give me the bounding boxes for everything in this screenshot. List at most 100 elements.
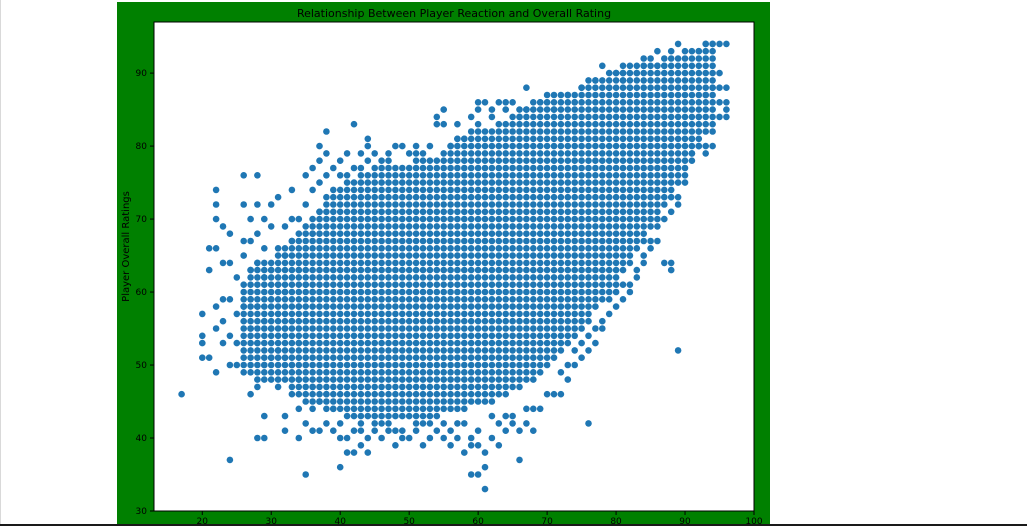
data-point — [661, 128, 668, 135]
data-point — [433, 252, 441, 259]
data-point — [599, 245, 606, 252]
data-point — [550, 99, 558, 106]
data-point — [281, 369, 289, 376]
data-point — [530, 361, 537, 369]
data-point — [399, 172, 406, 179]
data-point — [323, 245, 330, 252]
data-point — [523, 128, 530, 135]
data-point — [502, 361, 510, 369]
data-point — [336, 383, 344, 391]
data-point — [412, 201, 420, 208]
data-point — [330, 201, 337, 208]
data-point — [461, 252, 468, 259]
data-point — [599, 186, 606, 194]
data-point — [392, 442, 399, 449]
data-point — [288, 237, 296, 245]
data-point — [461, 186, 468, 194]
data-point — [488, 186, 496, 194]
data-point — [309, 332, 316, 340]
data-point — [605, 208, 613, 216]
data-point — [357, 288, 365, 296]
data-point — [419, 215, 427, 223]
data-point — [461, 449, 468, 456]
data-point — [467, 288, 475, 296]
data-point — [399, 179, 406, 186]
data-point — [619, 106, 627, 113]
data-point — [399, 186, 406, 194]
data-point — [392, 310, 399, 318]
data-point — [557, 288, 565, 296]
data-point — [585, 91, 592, 99]
data-point — [467, 252, 475, 259]
data-point — [543, 164, 551, 172]
data-point — [481, 208, 489, 216]
data-point — [343, 347, 351, 354]
data-point — [364, 157, 372, 164]
data-point — [550, 120, 558, 128]
data-point — [240, 201, 247, 208]
data-point — [357, 186, 365, 194]
data-point — [302, 354, 309, 362]
data-point — [274, 361, 282, 369]
data-point — [274, 193, 282, 201]
data-point — [281, 310, 289, 318]
data-point — [564, 215, 572, 223]
data-point — [495, 369, 503, 376]
data-point — [633, 84, 641, 91]
data-point — [585, 223, 592, 230]
data-point — [647, 208, 654, 216]
data-point — [592, 274, 599, 281]
data-point — [440, 106, 448, 113]
data-point — [371, 339, 378, 347]
data-point — [647, 91, 654, 99]
data-point — [667, 142, 675, 150]
data-point — [557, 120, 565, 128]
data-point — [357, 354, 365, 362]
data-point — [474, 157, 482, 164]
data-point — [247, 390, 254, 398]
data-point — [399, 339, 406, 347]
data-point — [330, 215, 337, 223]
data-point — [523, 84, 530, 91]
data-point — [681, 62, 689, 70]
data-point — [488, 281, 496, 289]
data-point — [585, 303, 592, 310]
data-point — [543, 237, 551, 245]
data-point — [343, 390, 351, 398]
data-point — [412, 427, 420, 435]
data-point — [364, 201, 372, 208]
data-point — [640, 172, 647, 179]
data-point — [433, 157, 441, 164]
data-point — [681, 91, 689, 99]
data-point — [557, 164, 565, 172]
data-point — [433, 376, 441, 383]
data-point — [330, 193, 337, 201]
data-point — [433, 390, 441, 398]
data-point — [488, 201, 496, 208]
data-point — [343, 208, 351, 216]
data-point — [447, 354, 454, 362]
data-point — [585, 201, 592, 208]
data-point — [474, 274, 482, 281]
data-point — [571, 325, 578, 332]
data-point — [571, 120, 578, 128]
data-point — [530, 376, 537, 383]
data-point — [378, 223, 385, 230]
data-point — [612, 150, 620, 157]
data-point — [474, 135, 482, 143]
y-tick-label: 60 — [136, 288, 148, 298]
data-point — [488, 223, 496, 230]
data-point — [681, 47, 689, 55]
data-point — [440, 288, 448, 296]
data-point — [385, 259, 392, 267]
data-point — [254, 317, 261, 325]
data-point — [440, 266, 448, 274]
data-point — [316, 237, 323, 245]
data-point — [412, 383, 420, 391]
data-point — [274, 317, 282, 325]
data-point — [564, 99, 572, 106]
data-point — [274, 339, 282, 347]
data-point — [557, 223, 565, 230]
data-point — [633, 142, 641, 150]
data-point — [654, 237, 661, 245]
